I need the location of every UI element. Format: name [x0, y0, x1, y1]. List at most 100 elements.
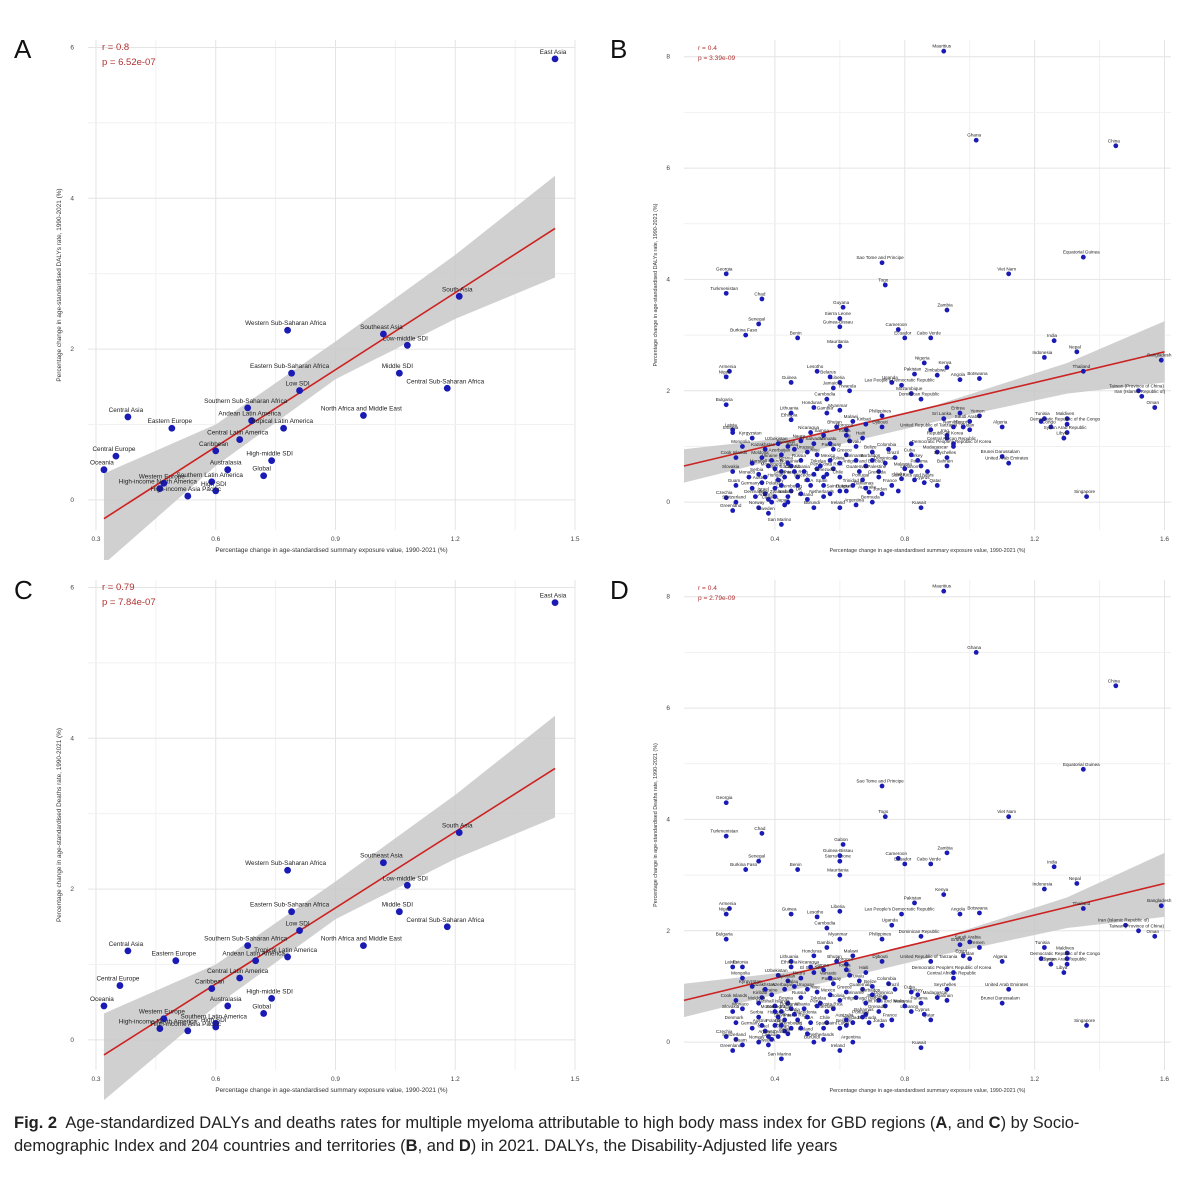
data-point — [403, 341, 411, 349]
data-point — [775, 1034, 781, 1039]
point-label: Myanmar — [828, 932, 848, 937]
point-label: Kiribati — [857, 417, 871, 422]
data-point — [455, 829, 463, 836]
data-point — [284, 326, 291, 334]
data-point — [951, 975, 956, 981]
point-label: Gabon — [834, 837, 848, 842]
correlation-r: r = 0.79 — [102, 582, 134, 593]
point-label: United Arab Emirates — [985, 456, 1029, 461]
data-point — [788, 488, 794, 494]
point-label: Congo — [1042, 957, 1056, 962]
point-label: Madagascar — [923, 990, 949, 995]
point-label: Saudi Arabia — [955, 934, 981, 939]
data-point — [244, 404, 252, 412]
data-point — [866, 489, 872, 495]
data-point — [882, 1003, 888, 1009]
point-label: Iran (Islamic Republic of) — [1114, 389, 1165, 394]
point-label: Bangladesh — [1147, 898, 1172, 903]
point-label: Gambia — [817, 940, 834, 945]
point-label: High-income Asia Pacific — [151, 1021, 222, 1028]
figure-caption: Fig. 2 Age-standardized DALYs and deaths… — [14, 1112, 1174, 1158]
point-label: Eastern Europe — [152, 951, 197, 958]
point-label: San Marino — [768, 517, 792, 522]
point-label: UK — [796, 1021, 803, 1026]
data-point — [843, 427, 849, 433]
data-point — [912, 900, 917, 906]
data-point — [788, 410, 794, 416]
data-point — [723, 936, 729, 942]
y-tick-label: 6 — [666, 705, 670, 712]
point-label: Morocco — [836, 422, 854, 427]
data-point — [814, 452, 820, 458]
point-label: Low-middle SDI — [383, 875, 428, 882]
point-label: Greenland — [720, 503, 742, 508]
data-point — [280, 424, 287, 432]
point-label: Poland — [766, 1018, 781, 1023]
data-point — [821, 432, 827, 438]
point-label: East Asia — [540, 49, 567, 56]
point-label: Lithuania — [780, 954, 799, 959]
point-label: Brunei Darussalam — [981, 449, 1020, 454]
point-label: Cambodia — [814, 392, 835, 397]
point-label: Romania — [780, 1001, 799, 1006]
point-label: Western Sub-Saharan Africa — [245, 320, 326, 327]
point-label: Qatar — [929, 478, 941, 483]
data-point — [723, 402, 729, 408]
point-label: Thailand — [1073, 364, 1091, 369]
data-point — [1038, 956, 1044, 962]
data-point — [284, 866, 291, 874]
x-tick-label: 0.6 — [211, 536, 220, 543]
confidence-band — [684, 321, 1165, 483]
point-label: Lithuania — [780, 406, 799, 411]
data-point — [1136, 928, 1141, 934]
data-point — [821, 474, 827, 480]
point-label: Samoa — [814, 962, 829, 967]
data-point — [723, 800, 729, 806]
data-point — [941, 892, 947, 898]
data-point — [772, 466, 778, 472]
point-label: Nigeria — [915, 355, 930, 360]
data-point — [723, 1034, 729, 1039]
data-point — [756, 471, 762, 477]
data-point — [1074, 881, 1080, 886]
point-label: Australasia — [210, 996, 242, 1003]
point-label: Ghana — [967, 645, 981, 650]
data-point — [837, 474, 843, 480]
y-tick-label: 2 — [666, 388, 670, 395]
data-point — [811, 441, 817, 447]
data-point — [785, 460, 791, 466]
point-label: Bosnia — [779, 996, 793, 1001]
data-point — [830, 466, 836, 472]
point-label: South Sudan — [766, 464, 793, 469]
point-label: Dominica — [874, 456, 894, 461]
point-label: Australasia — [210, 460, 242, 467]
point-label: Uganda — [882, 918, 899, 923]
data-point — [999, 454, 1005, 459]
y-tick-label: 4 — [666, 816, 670, 823]
point-label: Macedonia — [794, 1010, 817, 1015]
point-label: Palestine — [867, 993, 886, 998]
point-label: Indonesia — [1032, 350, 1052, 355]
point-label: Brazil — [887, 982, 899, 987]
data-point — [944, 986, 950, 992]
data-point — [759, 1023, 765, 1028]
point-label: Austria — [753, 475, 768, 480]
point-label: Sweden — [758, 506, 775, 511]
data-point — [895, 327, 901, 332]
data-point — [798, 457, 804, 463]
data-point — [740, 444, 745, 449]
point-label: New Zealand — [759, 489, 787, 494]
point-label: Barbados — [860, 987, 880, 992]
point-label: Jamaica — [823, 381, 841, 386]
data-point — [850, 419, 856, 424]
point-label: Colombia — [877, 442, 897, 447]
point-label: Angola — [951, 372, 966, 377]
panel-letter-c: C — [14, 575, 33, 605]
data-point — [899, 476, 904, 482]
data-point — [921, 360, 927, 366]
point-label: Latvia — [725, 422, 738, 427]
y-tick-label: 8 — [666, 594, 670, 601]
point-label: Chile — [833, 470, 844, 475]
point-label: Eastern Europe — [148, 418, 193, 425]
point-label: Uzbekistan — [765, 436, 788, 441]
